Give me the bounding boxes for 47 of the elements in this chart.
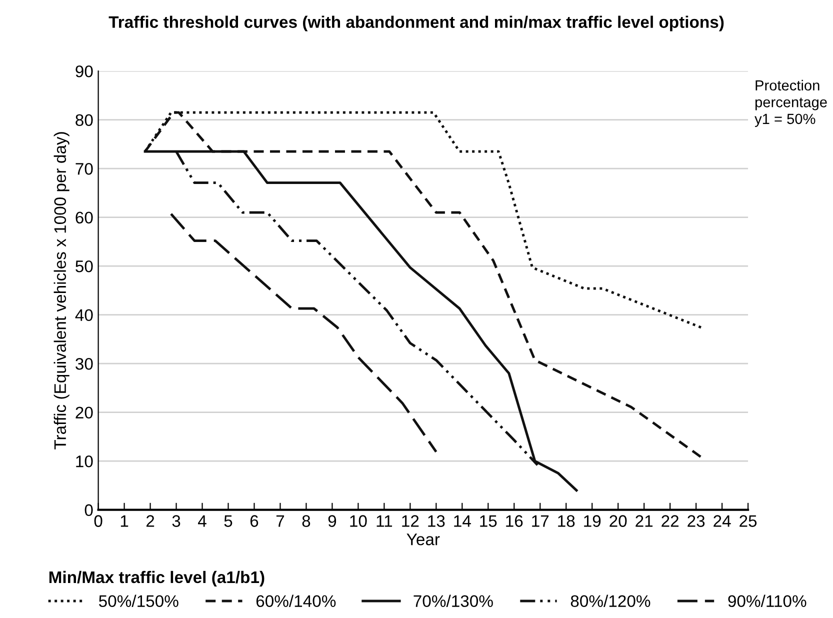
x-tick-label: 6 [250, 515, 258, 527]
legend-label: 70%/130% [414, 594, 493, 608]
y-tick-label: 0 [84, 504, 93, 516]
x-tick-label: 11 [376, 515, 392, 527]
x-tick-label: 5 [224, 515, 232, 527]
x-tick-label: 24 [714, 515, 731, 527]
legend-label: 90%/110% [728, 594, 806, 608]
legend-label: 50%/150% [98, 594, 178, 608]
y-tick-label: 50 [76, 260, 93, 272]
x-axis-title: Year [406, 534, 440, 546]
x-tick-label: 13 [428, 515, 445, 527]
x-tick-label: 1 [120, 515, 128, 527]
legend-label: 80%/120% [570, 594, 650, 608]
x-tick-label: 15 [480, 515, 497, 527]
legend-title: Min/Max traffic level (a1/b1) [49, 570, 264, 586]
x-tick-label: 23 [688, 515, 705, 527]
x-tick-label: 18 [558, 515, 575, 527]
y-tick-label: 70 [76, 162, 93, 175]
x-tick-label: 2 [146, 515, 154, 527]
y-tick-label: 60 [76, 212, 93, 224]
y-axis-title: Traffic (Equivalent vehicles x 1000 per day) [54, 132, 70, 450]
x-tick-label: 25 [740, 515, 757, 527]
x-tick-label: 22 [662, 515, 678, 527]
y-tick-label: 90 [76, 65, 93, 78]
x-tick-label: 20 [610, 515, 627, 527]
x-tick-label: 0 [94, 515, 102, 527]
text: Protection percentage y1 = 50% [754, 80, 827, 127]
x-tick-label: 17 [532, 515, 549, 527]
line-series [170, 212, 438, 454]
y-tick-label: 20 [76, 406, 93, 419]
chart-title: Traffic threshold curves (with abandonment and min/max traffic level options) [108, 16, 724, 32]
y-tick-label: 10 [76, 456, 93, 468]
x-tick-label: 8 [302, 515, 310, 527]
x-tick-label: 19 [584, 515, 601, 527]
x-tick-label: 16 [506, 515, 523, 527]
x-tick-label: 21 [636, 515, 653, 527]
x-tick-label: 12 [402, 515, 419, 527]
y-tick-label: 80 [76, 114, 93, 126]
x-tick-label: 10 [350, 515, 367, 527]
legend-label: 60%/140% [256, 594, 336, 608]
x-tick-label: 3 [172, 515, 180, 527]
x-tick-label: 14 [454, 515, 471, 527]
y-tick-label: 30 [76, 358, 93, 370]
y-tick-label: 40 [75, 309, 93, 322]
x-tick-label: 9 [328, 515, 336, 527]
x-tick-label: 7 [276, 515, 284, 527]
x-tick-label: 4 [198, 515, 206, 527]
